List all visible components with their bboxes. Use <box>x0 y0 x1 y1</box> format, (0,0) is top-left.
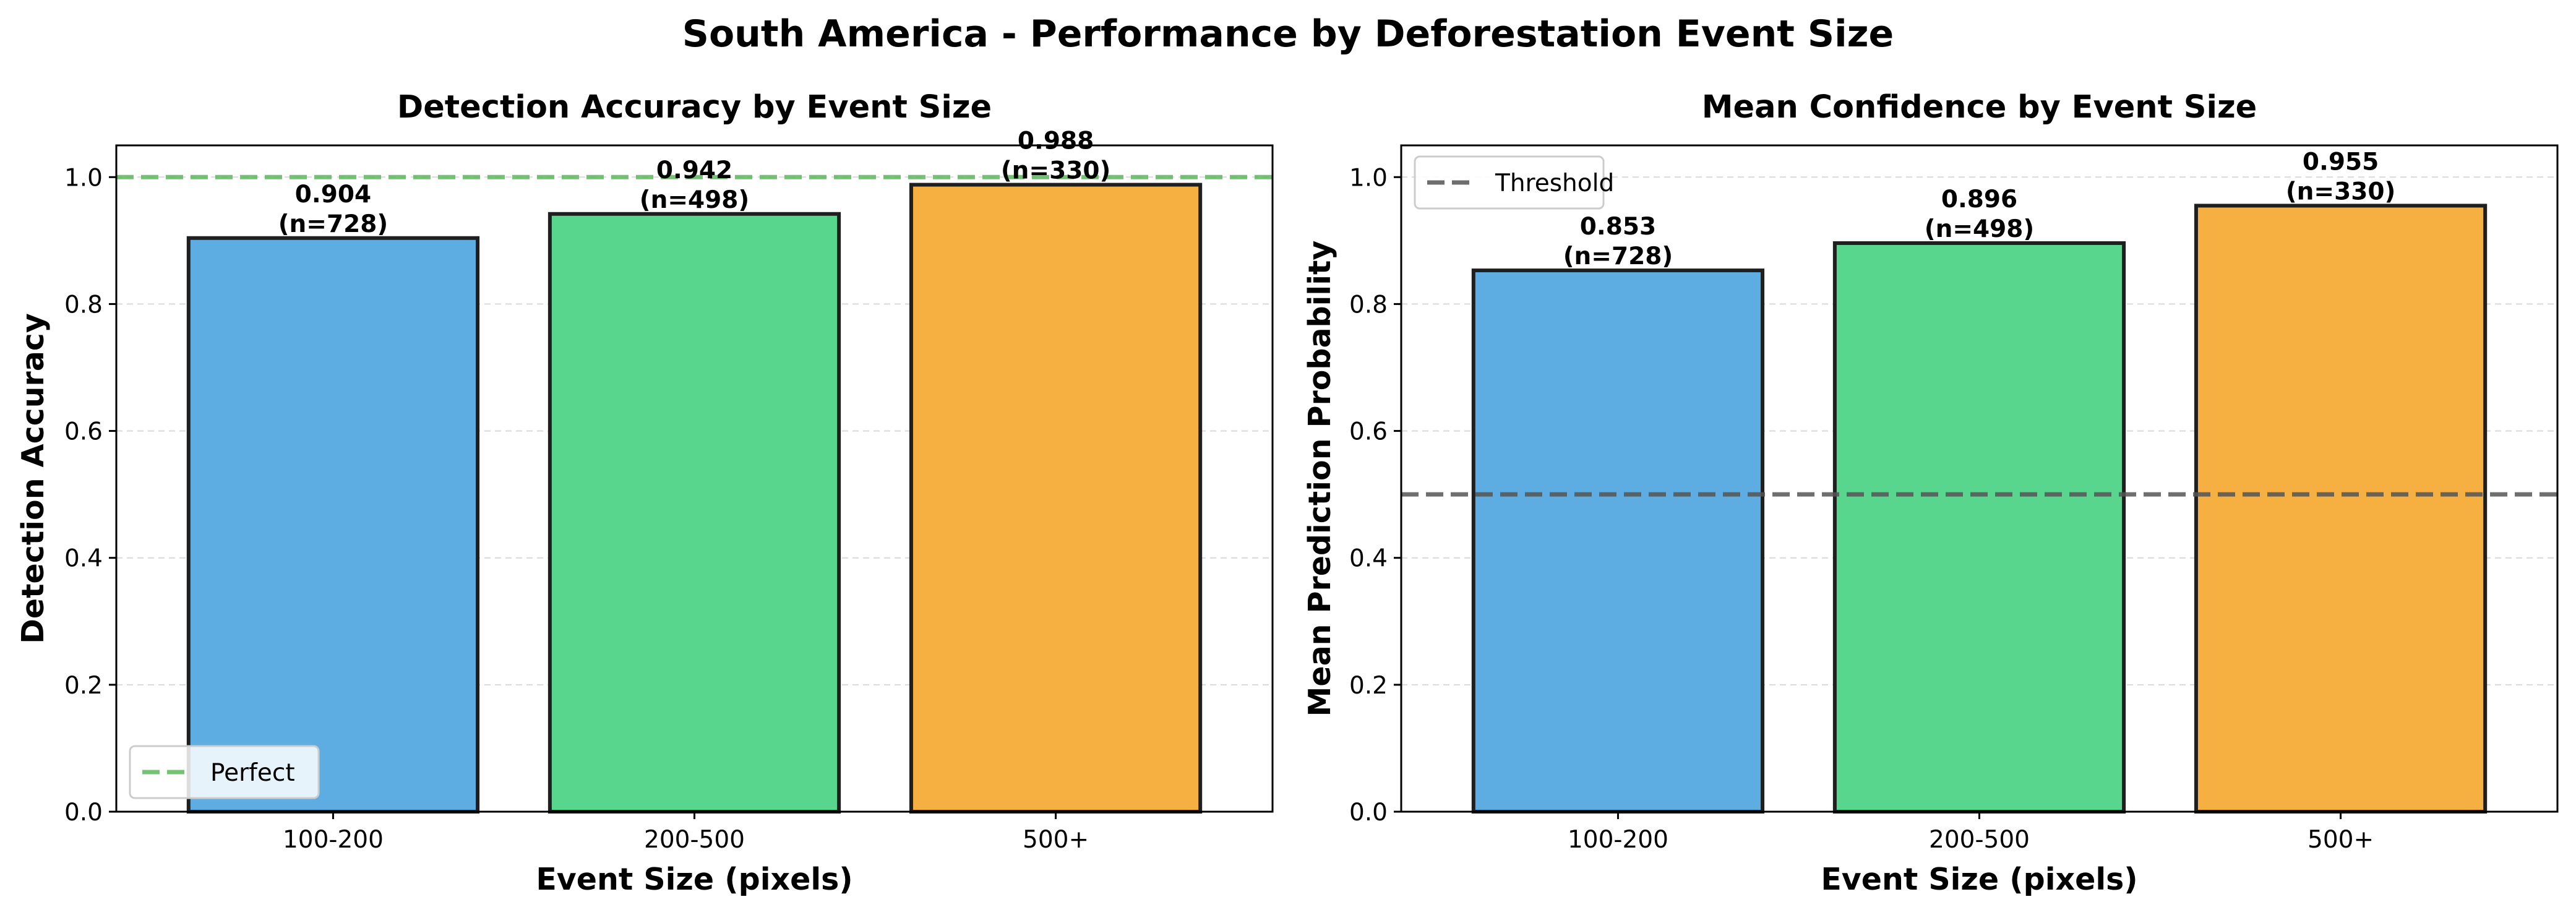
y-tick-label: 0.8 <box>64 291 103 319</box>
legend-label: Threshold <box>1495 170 1614 197</box>
bar-200-500 <box>1832 241 2126 814</box>
x-tick-label: 100-200 <box>1568 826 1668 854</box>
y-tick-label: 0.0 <box>1349 799 1388 827</box>
y-tick-label: 0.8 <box>1349 291 1388 319</box>
bar-value-label: 0.988 (n=330) <box>1001 127 1111 185</box>
x-tick-label: 200-500 <box>1929 826 2030 854</box>
x-tick-label: 200-500 <box>644 826 745 854</box>
legend-label: Perfect <box>210 759 295 787</box>
legend-box <box>129 745 320 799</box>
y-tick-label: 1.0 <box>64 164 103 192</box>
chart-title: Mean Confidence by Event Size <box>1702 89 2257 126</box>
bar-100-200 <box>186 236 480 814</box>
bar-value-label: 0.853 (n=728) <box>1563 213 1673 270</box>
chart-title: Detection Accuracy by Event Size <box>397 89 992 126</box>
x-tick-label: 100-200 <box>283 826 384 854</box>
y-tick-label: 0.2 <box>64 672 103 700</box>
x-axis-label: Event Size (pixels) <box>536 862 852 897</box>
figure-suptitle: South America - Performance by Deforesta… <box>682 12 1894 56</box>
legend: Perfect <box>129 745 320 799</box>
y-axis-label: Detection Accuracy <box>15 313 51 644</box>
bar-200-500 <box>547 212 841 814</box>
y-tick-label: 0.4 <box>1349 545 1388 573</box>
bar-500+ <box>2194 204 2488 814</box>
bar-value-label: 0.904 (n=728) <box>278 181 389 238</box>
legend-box <box>1414 155 1605 210</box>
bar-500+ <box>909 183 1203 814</box>
bar-100-200 <box>1471 268 1765 814</box>
chart-panel-mean-confidence: 0.853 (n=728) 0.896 (n=498) 0.955 (n=330) 0.0 0… <box>1302 89 2559 897</box>
y-tick-label: 0.4 <box>64 545 103 573</box>
bar-value-label: 0.942 (n=498) <box>640 157 750 214</box>
y-tick-label: 0.6 <box>1349 418 1388 446</box>
y-axis-label: Mean Prediction Probability <box>1302 241 1337 717</box>
x-axis-label: Event Size (pixels) <box>1821 862 2137 897</box>
x-tick-label: 500+ <box>1023 826 1089 854</box>
bar-value-label: 0.896 (n=498) <box>1925 186 2035 243</box>
y-tick-label: 0.2 <box>1349 672 1388 700</box>
y-tick-label: 0.6 <box>64 418 103 446</box>
x-tick-label: 500+ <box>2308 826 2374 854</box>
bar-value-label: 0.955 (n=330) <box>2286 148 2396 205</box>
legend: Threshold <box>1414 155 1614 210</box>
y-tick-label: 1.0 <box>1349 164 1388 192</box>
y-tick-label: 0.0 <box>64 799 103 827</box>
chart-panel-detection-accuracy: 0.904 (n=728) 0.942 (n=498) 0.988 (n=330) 0.0 0… <box>15 89 1274 897</box>
